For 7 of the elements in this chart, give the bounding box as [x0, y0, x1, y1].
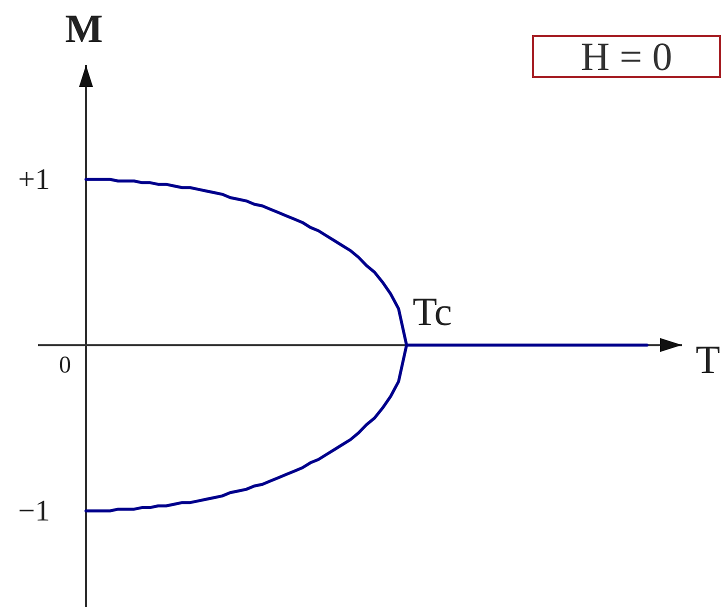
annotation: Tc [412, 289, 452, 334]
annotation: H = 0 [532, 34, 721, 79]
y-tick-label: +1 [18, 163, 50, 196]
y-axis-title: M [65, 6, 103, 51]
y-tick-label: −1 [18, 494, 50, 528]
text: 0 [59, 352, 71, 378]
x-axis-title: T [696, 337, 720, 382]
